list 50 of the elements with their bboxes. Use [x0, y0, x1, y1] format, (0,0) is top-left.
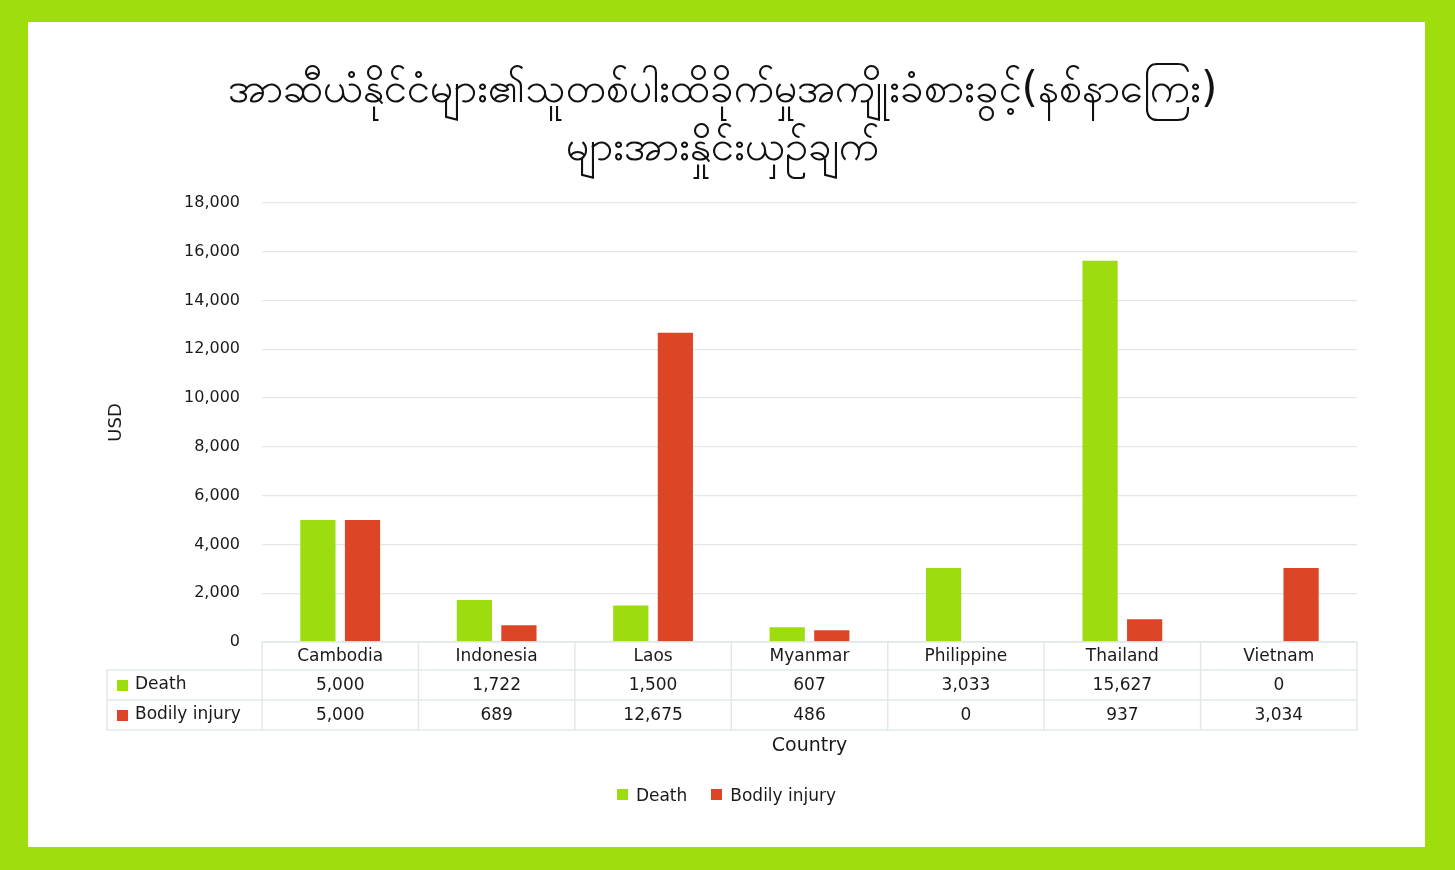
bar: [657, 332, 693, 642]
chart-title: အာဆီယံနိုင်ငံများ၏သူတစ်ပါးထိခိုက်မှုအကျိုးခံစားခွင့်(နစ်နာကြေး)များအားနှိုင်းယှဉ်ချက်: [227, 61, 1218, 180]
data-label: 15,627: [1092, 674, 1153, 695]
data-label: 12,675: [623, 704, 683, 725]
legend-label: Bodily injury: [135, 703, 241, 724]
x-tick-label: Philippine: [924, 644, 1008, 665]
data-label: 937: [1106, 704, 1139, 725]
data-label: 0: [1273, 674, 1285, 695]
y-tick-label: 8,000: [194, 436, 240, 456]
y-tick-label: 14,000: [184, 289, 240, 309]
data-label: 607: [793, 674, 826, 695]
bar: [926, 568, 962, 642]
data-label: 5,000: [315, 674, 365, 695]
bar: [1082, 260, 1118, 642]
y-axis-title: USD: [104, 403, 126, 442]
data-label: 5,000: [315, 704, 365, 725]
x-tick-label: Thailand: [1084, 644, 1159, 665]
y-tick-label: 18,000: [184, 192, 240, 212]
text: Death: [635, 784, 688, 805]
bar: [613, 605, 649, 642]
data-label: 486: [793, 704, 826, 725]
text: Bodily injury: [730, 784, 837, 805]
bar: [300, 520, 336, 642]
y-tick-label: 10,000: [184, 387, 240, 407]
bar: [769, 627, 805, 642]
x-tick-label: Laos: [633, 644, 673, 665]
data-label: 689: [480, 704, 513, 725]
bar: [1127, 619, 1163, 642]
x-axis-title: Country: [771, 732, 848, 755]
y-tick-label: 2,000: [194, 582, 240, 602]
data-label: 3,033: [941, 674, 991, 695]
data-label: 0: [960, 704, 972, 725]
x-tick-label: Vietnam: [1243, 644, 1315, 665]
x-tick-label: Indonesia: [455, 644, 538, 665]
y-tick-label: 4,000: [194, 533, 240, 553]
bar: [814, 630, 850, 642]
data-label: 1,500: [628, 674, 678, 695]
y-tick-label: 16,000: [184, 240, 240, 260]
legend-label: Death: [135, 673, 187, 694]
x-tick-label: Cambodia: [297, 644, 384, 665]
y-tick-label: 0: [229, 631, 240, 651]
bar: [501, 625, 537, 642]
bar: [344, 520, 381, 642]
x-tick-label: Myanmar: [769, 644, 850, 665]
y-tick-label: 6,000: [194, 484, 240, 504]
data-label: 3,034: [1254, 704, 1304, 725]
y-tick-label: 12,000: [184, 338, 240, 358]
bar: [456, 600, 492, 642]
bar: [1283, 567, 1319, 642]
data-label: 1,722: [472, 674, 521, 695]
